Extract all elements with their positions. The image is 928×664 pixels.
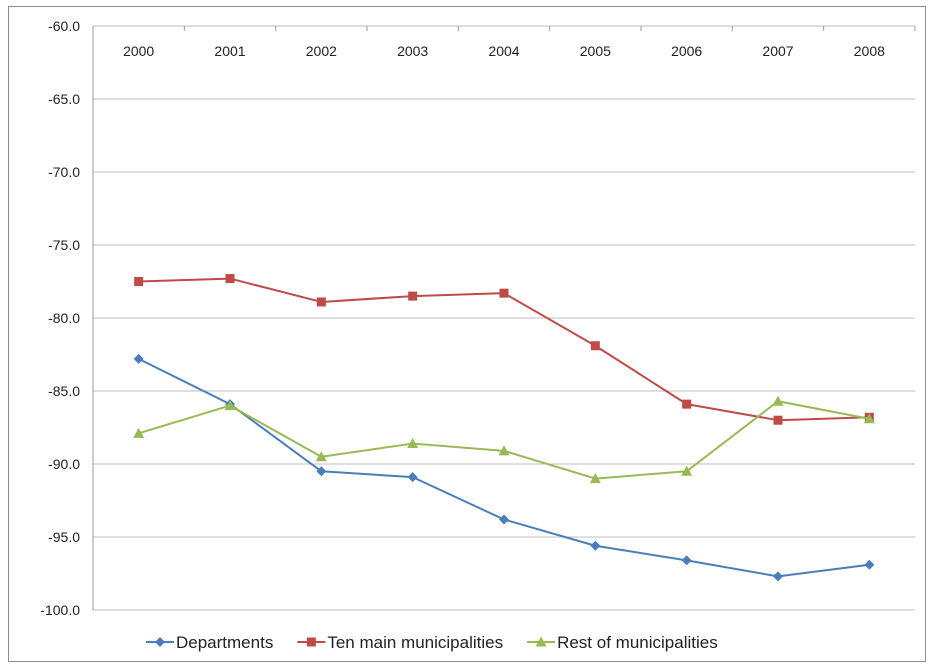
data-point-departments	[407, 472, 418, 483]
data-point-departments	[499, 514, 509, 525]
x-tick-label: 2007	[762, 43, 793, 59]
data-point-ten-main-municipalities	[134, 277, 144, 286]
data-point-rest-of-municipalities	[133, 427, 145, 438]
data-point-rest-of-municipalities	[772, 395, 784, 406]
data-point-ten-main-municipalities	[682, 399, 692, 409]
data-point-departments	[133, 353, 144, 364]
y-tick-label: -75.0	[48, 237, 80, 253]
legend-marker-rest-of-municipalities	[535, 636, 547, 647]
x-tick-label: 2008	[854, 43, 885, 59]
x-tick-label: 2000	[123, 43, 154, 59]
data-point-ten-main-municipalities	[590, 341, 600, 351]
data-point-rest-of-municipalities	[681, 465, 693, 476]
x-axis-tick-labels: 2000 2001 2002 2003 2004 2005 2006 2007 2008	[123, 43, 885, 59]
data-point-ten-main-municipalities	[316, 297, 326, 307]
series-line-rest-of-municipalities	[138, 400, 870, 480]
y-tick-label: -80.0	[48, 310, 80, 326]
legend-label-rest-of-municipalities: Rest of municipalities	[557, 633, 718, 652]
y-tick-label: -90.0	[48, 456, 80, 472]
x-tick-label: 2004	[488, 43, 519, 59]
x-tick-label: 2003	[397, 43, 428, 59]
x-tick-label: 2001	[214, 43, 245, 59]
data-point-ten-main-municipalities	[408, 291, 418, 301]
data-point-departments	[590, 540, 601, 551]
x-tick-label: 2002	[306, 43, 337, 59]
data-point-ten-main-municipalities	[225, 274, 235, 284]
y-axis-tick-labels: -60.0 -65.0 -70.0 -75.0 -80.0 -85.0 -90.0 -95.0…	[40, 18, 80, 618]
y-tick-label: -85.0	[48, 383, 80, 399]
x-tick-label: 2006	[671, 43, 702, 59]
data-point-rest-of-municipalities	[407, 438, 419, 449]
legend-label-ten-main-municipalities: Ten main municipalities	[327, 633, 503, 652]
y-tick-label: -95.0	[48, 529, 80, 545]
gridlines	[92, 25, 916, 611]
data-point-rest-of-municipalities	[224, 400, 236, 411]
y-tick-label: -70.0	[48, 164, 80, 180]
series-lines	[133, 274, 875, 582]
data-point-rest-of-municipalities	[863, 413, 875, 424]
y-tick-label: -60.0	[48, 18, 80, 34]
series-line-departments	[138, 357, 870, 578]
x-tick-label: 2005	[580, 43, 611, 59]
data-point-ten-main-municipalities	[499, 288, 509, 298]
chart-frame	[8, 6, 926, 662]
data-point-ten-main-municipalities	[773, 415, 783, 425]
data-point-departments	[864, 559, 875, 570]
data-point-departments	[681, 555, 692, 566]
data-point-rest-of-municipalities	[315, 451, 327, 462]
legend-marker-departments	[155, 637, 165, 647]
y-tick-label: -100.0	[40, 602, 80, 618]
data-point-departments	[316, 466, 327, 477]
legend-marker-ten-main-municipalities	[306, 637, 316, 647]
legend: Departments Ten main municipalities Rest o…	[146, 633, 718, 652]
data-point-rest-of-municipalities	[498, 445, 510, 456]
y-tick-label: -65.0	[48, 91, 80, 107]
series-line-ten-main-municipalities	[138, 277, 870, 422]
data-point-departments	[773, 571, 783, 582]
legend-label-departments: Departments	[176, 633, 273, 652]
data-point-rest-of-municipalities	[589, 473, 601, 484]
